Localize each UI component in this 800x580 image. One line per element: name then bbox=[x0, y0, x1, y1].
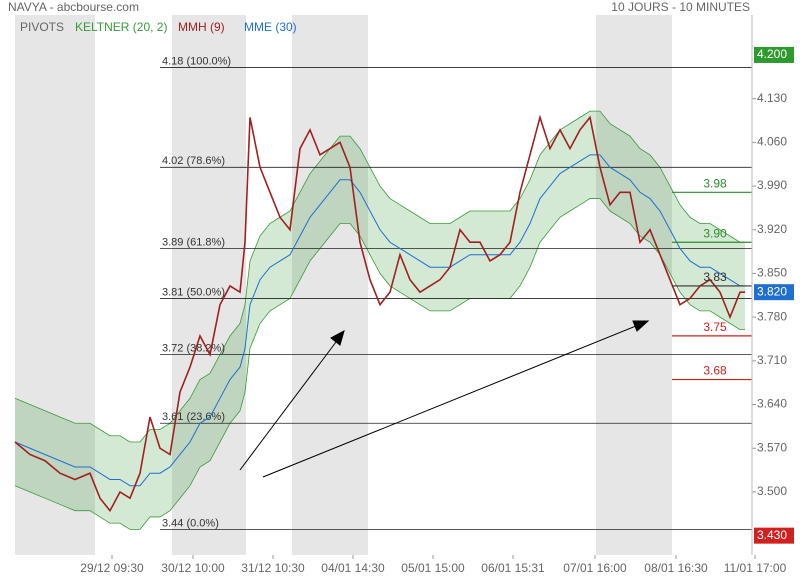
x-tick-label: 05/01 15:00 bbox=[401, 561, 465, 575]
pivot-label: 3.98 bbox=[703, 176, 727, 190]
y-tick-label: 3.710 bbox=[757, 353, 787, 367]
legend-keltner: KELTNER (20, 2) bbox=[75, 20, 167, 34]
y-tick-label: 3.990 bbox=[757, 178, 787, 192]
fib-label: 4.18 (100.0%) bbox=[162, 55, 231, 67]
fib-label: 3.81 (50.0%) bbox=[162, 286, 225, 298]
legend-pivots: PIVOTS bbox=[20, 20, 64, 34]
legend-entry: MME (30) bbox=[244, 20, 297, 34]
fib-label: 4.02 (78.6%) bbox=[162, 155, 225, 167]
arrows bbox=[239, 320, 650, 478]
x-tick-label: 08/01 16:30 bbox=[644, 561, 708, 575]
series-line bbox=[14, 114, 745, 513]
x-tick-label: 31/12 10:30 bbox=[241, 561, 305, 575]
y-tick-label: 4.130 bbox=[757, 91, 787, 105]
x-tick-label: 04/01 14:30 bbox=[321, 561, 385, 575]
price-tag-label: 4.200 bbox=[757, 47, 787, 61]
legend-entry: MMH (9) bbox=[178, 20, 225, 34]
fib-label: 3.89 (61.8%) bbox=[162, 236, 225, 248]
pivot-label: 3.90 bbox=[703, 226, 727, 240]
pivot-label: 3.75 bbox=[703, 320, 727, 334]
x-tick-label: 29/12 09:30 bbox=[80, 561, 144, 575]
series-line bbox=[14, 154, 745, 487]
y-tick-label: 3.570 bbox=[757, 440, 787, 454]
day-shading bbox=[15, 15, 672, 555]
y-tick-label: 3.920 bbox=[757, 222, 787, 236]
pivot-label: 3.83 bbox=[703, 270, 727, 284]
chart-title: NAVYA - abcbourse.com bbox=[8, 0, 139, 14]
x-tick-label: 11/01 17:00 bbox=[724, 561, 787, 575]
keltner-upper bbox=[14, 110, 745, 443]
y-tick-label: 3.780 bbox=[757, 309, 787, 323]
y-tick-label: 3.850 bbox=[757, 266, 787, 280]
x-tick-label: 30/12 10:00 bbox=[161, 561, 225, 575]
keltner-lower bbox=[14, 198, 745, 530]
price-tag-label: 3.820 bbox=[757, 284, 787, 298]
x-tick-label: 07/01 16:00 bbox=[563, 561, 627, 575]
y-tick-label: 3.500 bbox=[757, 484, 787, 498]
fib-label: 3.72 (38.2%) bbox=[162, 343, 225, 355]
price-tag-label: 3.430 bbox=[757, 528, 787, 542]
fib-label: 3.61 (23.6%) bbox=[162, 411, 225, 423]
chart-subtitle: 10 JOURS - 10 MINUTES bbox=[611, 0, 750, 14]
fib-label: 3.44 (0.0%) bbox=[162, 517, 219, 529]
y-tick-label: 3.640 bbox=[757, 397, 787, 411]
pivot-label: 3.68 bbox=[703, 364, 727, 378]
price-tag bbox=[754, 284, 794, 301]
y-tick-label: 4.060 bbox=[757, 135, 787, 149]
price-tag bbox=[754, 527, 794, 544]
price-tag bbox=[754, 46, 794, 63]
x-tick-label: 06/01 15:31 bbox=[481, 561, 545, 575]
